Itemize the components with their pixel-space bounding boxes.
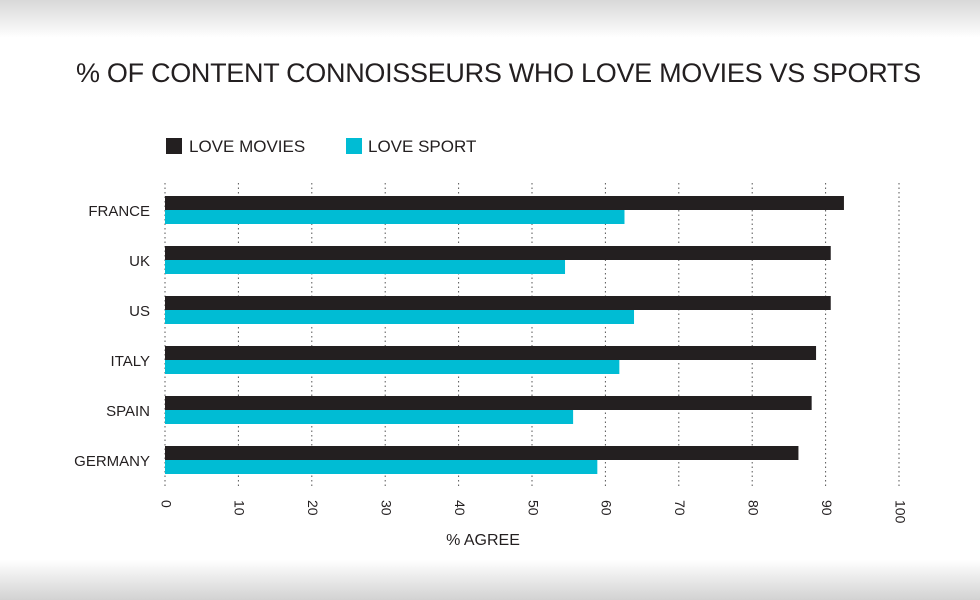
category-label-us: US: [129, 303, 150, 320]
chart-title: % OF CONTENT CONNOISSEURS WHO LOVE MOVIE…: [76, 58, 921, 88]
bar-us-love-movies: [165, 296, 831, 310]
bar-germany-love-movies: [165, 446, 799, 460]
bar-france-love-movies: [165, 196, 844, 210]
x-tick-label-90: 90: [819, 500, 835, 516]
legend-swatch-love-movies: [166, 138, 182, 154]
x-tick-label-70: 70: [672, 500, 688, 516]
category-label-uk: UK: [129, 253, 150, 270]
legend-label-love-movies: LOVE MOVIES: [189, 137, 305, 156]
bar-spain-love-movies: [165, 396, 812, 410]
bar-uk-love-movies: [165, 246, 831, 260]
legend-label-love-sport: LOVE SPORT: [368, 137, 476, 156]
bar-us-love-sport: [165, 310, 635, 324]
gridlines: [164, 183, 900, 488]
bars: [165, 196, 844, 474]
bar-italy-love-movies: [165, 346, 817, 360]
x-tick-label-60: 60: [599, 500, 615, 516]
bar-france-love-sport: [165, 210, 625, 224]
legend-swatch-love-sport: [346, 138, 362, 154]
x-tick-label-50: 50: [525, 500, 541, 516]
category-labels: FRANCE UK US ITALY SPAIN GERMANY: [74, 203, 150, 470]
category-label-germany: GERMANY: [74, 453, 150, 470]
bar-spain-love-sport: [165, 410, 574, 424]
x-tick-label-20: 20: [305, 500, 321, 516]
x-tick-label-0: 0: [158, 500, 174, 508]
category-label-spain: SPAIN: [106, 403, 150, 420]
bar-germany-love-sport: [165, 460, 598, 474]
bar-italy-love-sport: [165, 360, 620, 374]
x-tick-label-10: 10: [232, 500, 248, 516]
category-label-france: FRANCE: [88, 203, 150, 220]
x-tick-label-80: 80: [745, 500, 761, 516]
x-tick-label-100: 100: [892, 500, 908, 524]
x-tick-label-40: 40: [452, 500, 468, 516]
legend: LOVE MOVIES LOVE SPORT: [166, 137, 476, 156]
x-tick-labels: 0 10 20 30 40 50 60 70 80 90 100: [158, 500, 908, 524]
x-tick-label-30: 30: [378, 500, 394, 516]
x-axis-title: % AGREE: [446, 532, 520, 549]
category-label-italy: ITALY: [111, 353, 150, 370]
bar-uk-love-sport: [165, 260, 566, 274]
